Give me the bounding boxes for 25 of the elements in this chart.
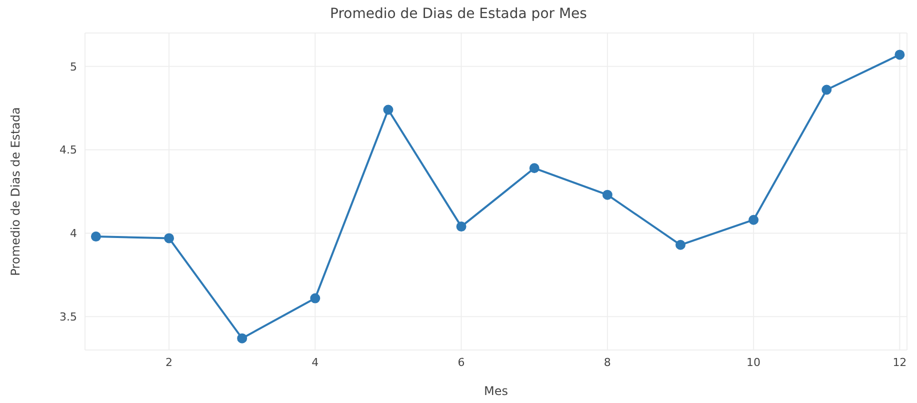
- x-tick-label: 10: [746, 356, 761, 369]
- x-tick-label: 12: [892, 356, 907, 369]
- point: [748, 214, 759, 225]
- x-tick-label: 4: [312, 356, 319, 369]
- point: [310, 293, 320, 304]
- y-tick-label: 4: [70, 227, 77, 240]
- x-tick-label: 6: [458, 356, 465, 369]
- point: [164, 233, 174, 244]
- chart-title: Promedio de Dias de Estada por Mes: [329, 6, 588, 22]
- point: [894, 50, 905, 60]
- point: [822, 84, 832, 95]
- point: [675, 240, 686, 250]
- y-tick-label: 4.5: [60, 144, 77, 157]
- point: [529, 163, 540, 174]
- y-tick-label: 3.5: [60, 310, 77, 324]
- point: [602, 190, 612, 200]
- x-tick-label: 2: [166, 356, 173, 369]
- point: [456, 222, 466, 232]
- x-axis-title: Mes: [484, 384, 508, 398]
- x-tick-label: 8: [604, 356, 611, 369]
- point: [383, 104, 394, 115]
- point: [237, 333, 248, 344]
- y-axis-title: Promedio de Dias de Estada: [8, 107, 22, 276]
- y-tick-label: 5: [70, 60, 77, 74]
- point: [90, 232, 101, 242]
